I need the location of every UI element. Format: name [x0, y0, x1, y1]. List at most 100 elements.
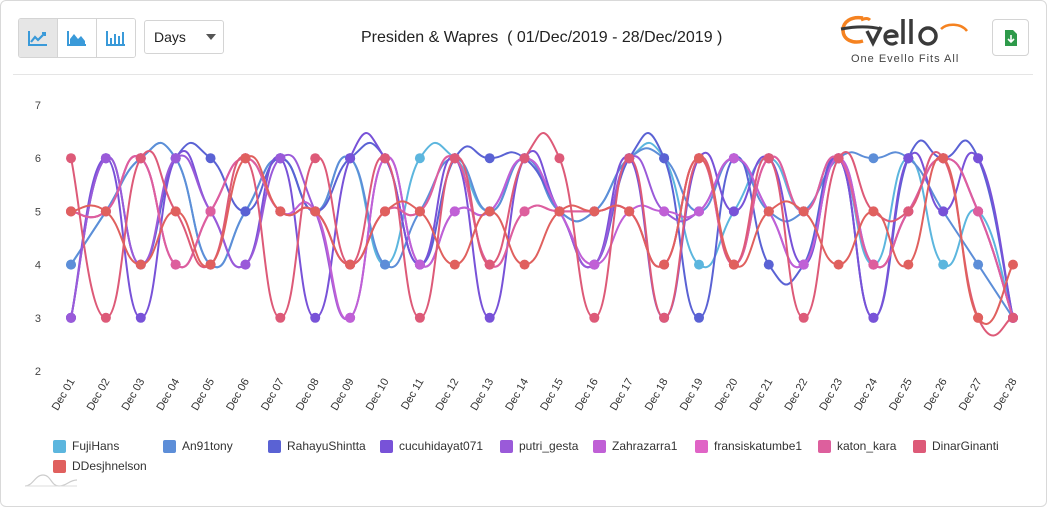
data-point[interactable]	[903, 153, 914, 164]
data-point[interactable]	[135, 312, 146, 323]
data-point[interactable]	[275, 153, 286, 164]
data-point[interactable]	[694, 206, 704, 217]
legend-item[interactable]: katon_kara	[818, 439, 896, 453]
data-point[interactable]	[345, 259, 356, 270]
data-point[interactable]	[414, 259, 425, 270]
data-point[interactable]	[100, 312, 111, 323]
data-point[interactable]	[763, 259, 774, 270]
data-point[interactable]	[484, 312, 495, 323]
data-point[interactable]	[903, 259, 914, 270]
data-point[interactable]	[973, 153, 984, 164]
data-point[interactable]	[554, 206, 565, 217]
data-point[interactable]	[728, 153, 739, 164]
data-point[interactable]	[589, 206, 600, 217]
data-point[interactable]	[763, 153, 774, 164]
data-point[interactable]	[414, 153, 425, 164]
data-point[interactable]	[345, 312, 356, 323]
data-point[interactable]	[833, 153, 844, 164]
data-point[interactable]	[380, 206, 390, 217]
data-point[interactable]	[868, 312, 879, 323]
data-point[interactable]	[345, 153, 356, 164]
data-point[interactable]	[135, 153, 146, 164]
data-point[interactable]	[240, 259, 251, 270]
legend-item[interactable]: putri_gesta	[500, 439, 578, 453]
data-point[interactable]	[449, 259, 460, 270]
data-point[interactable]	[868, 206, 879, 217]
data-point[interactable]	[205, 206, 216, 217]
data-point[interactable]	[170, 206, 181, 217]
data-point[interactable]	[275, 312, 286, 323]
data-point[interactable]	[100, 153, 111, 164]
data-point[interactable]	[938, 206, 949, 217]
data-point[interactable]	[973, 206, 984, 217]
data-point[interactable]	[728, 259, 739, 270]
data-point[interactable]	[414, 206, 425, 217]
data-point[interactable]	[938, 259, 949, 270]
data-point[interactable]	[728, 206, 739, 217]
data-point[interactable]	[66, 153, 76, 164]
data-point[interactable]	[414, 312, 425, 323]
area-chart-button[interactable]	[58, 19, 97, 57]
bar-chart-button[interactable]	[97, 19, 135, 57]
data-point[interactable]	[624, 153, 635, 164]
data-point[interactable]	[973, 312, 984, 323]
data-point[interactable]	[100, 206, 111, 217]
data-point[interactable]	[170, 259, 181, 270]
data-point[interactable]	[170, 153, 181, 164]
data-point[interactable]	[659, 206, 670, 217]
data-point[interactable]	[519, 153, 530, 164]
data-point[interactable]	[624, 206, 635, 217]
data-point[interactable]	[659, 153, 670, 164]
data-point[interactable]	[589, 312, 600, 323]
data-point[interactable]	[135, 259, 146, 270]
data-point[interactable]	[484, 153, 495, 164]
data-point[interactable]	[205, 259, 216, 270]
data-point[interactable]	[868, 153, 879, 164]
data-point[interactable]	[798, 312, 809, 323]
data-point[interactable]	[449, 153, 460, 164]
data-point[interactable]	[763, 206, 774, 217]
data-point[interactable]	[66, 259, 76, 270]
data-point[interactable]	[380, 153, 390, 164]
data-point[interactable]	[833, 259, 844, 270]
data-point[interactable]	[554, 153, 565, 164]
legend-item[interactable]: An91tony	[163, 439, 233, 453]
legend-item[interactable]: RahayuShintta	[268, 439, 366, 453]
legend-item[interactable]: FujiHans	[53, 439, 119, 453]
data-point[interactable]	[66, 206, 76, 217]
legend-item[interactable]: Zahrazarra1	[593, 439, 677, 453]
data-point[interactable]	[694, 153, 704, 164]
data-point[interactable]	[1008, 312, 1018, 323]
data-point[interactable]	[589, 259, 600, 270]
data-point[interactable]	[240, 153, 251, 164]
data-point[interactable]	[519, 259, 530, 270]
data-point[interactable]	[275, 206, 286, 217]
data-point[interactable]	[973, 259, 984, 270]
data-point[interactable]	[694, 259, 704, 270]
legend-item[interactable]: fransiskatumbe1	[695, 439, 802, 453]
data-point[interactable]	[310, 312, 321, 323]
download-button[interactable]	[992, 19, 1029, 56]
data-point[interactable]	[659, 259, 670, 270]
data-point[interactable]	[240, 206, 251, 217]
data-point[interactable]	[310, 153, 321, 164]
data-point[interactable]	[938, 153, 949, 164]
legend-item[interactable]: cucuhidayat071	[380, 439, 483, 453]
data-point[interactable]	[694, 312, 704, 323]
data-point[interactable]	[484, 206, 495, 217]
legend-item[interactable]: DDesjhnelson	[53, 459, 147, 473]
period-select[interactable]: Days	[144, 20, 224, 54]
data-point[interactable]	[798, 206, 809, 217]
line-chart-button[interactable]	[19, 19, 58, 57]
data-point[interactable]	[659, 312, 670, 323]
data-point[interactable]	[519, 206, 530, 217]
data-point[interactable]	[903, 206, 914, 217]
data-point[interactable]	[798, 259, 809, 270]
data-point[interactable]	[449, 206, 460, 217]
data-point[interactable]	[484, 259, 495, 270]
legend-item[interactable]: DinarGinanti	[913, 439, 999, 453]
data-point[interactable]	[205, 153, 216, 164]
data-point[interactable]	[380, 259, 390, 270]
data-point[interactable]	[66, 312, 76, 323]
data-point[interactable]	[310, 206, 321, 217]
